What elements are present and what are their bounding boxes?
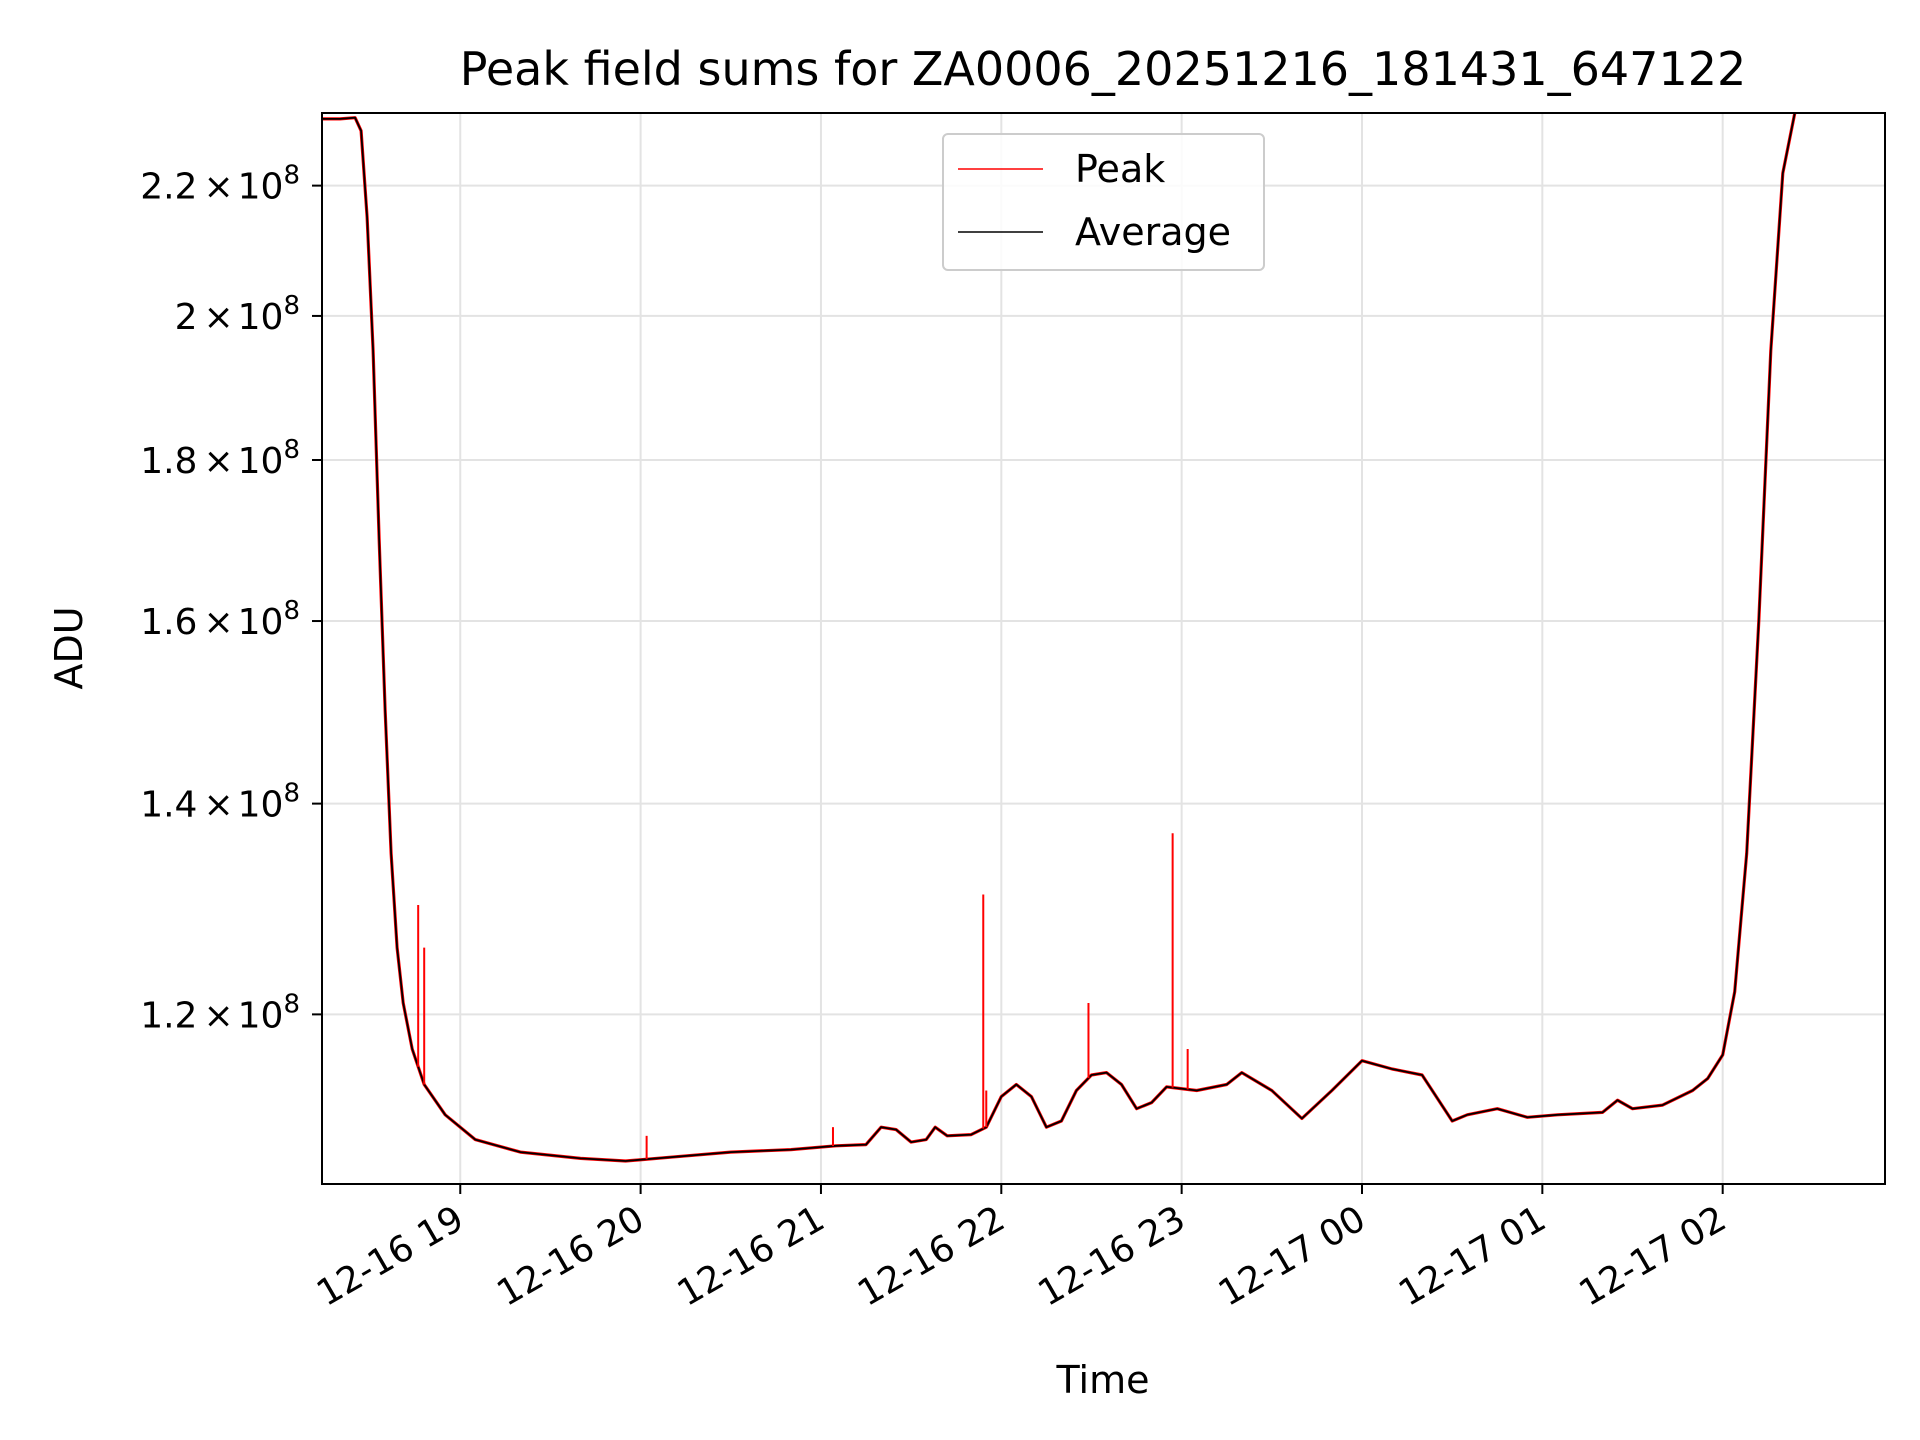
y-tick-label: 2 × 108 [175, 291, 300, 338]
legend-box [942, 133, 1265, 271]
legend-label-peak: Peak [1075, 147, 1165, 191]
legend: Peak Average [942, 133, 1265, 271]
y-tick-label: 1.6 × 108 [140, 596, 300, 643]
y-tick-label: 1.4 × 108 [140, 779, 300, 826]
plot-lines [322, 113, 1797, 1163]
legend-label-average: Average [1075, 210, 1231, 254]
y-axis-label: ADU [47, 606, 91, 689]
x-axis-label: Time [1056, 1358, 1150, 1402]
chart-title: Peak field sums for ZA0006_20251216_1814… [460, 42, 1747, 96]
y-tick-label: 1.8 × 108 [140, 435, 300, 482]
y-tick-label: 2.2 × 108 [140, 161, 300, 208]
plot-area-frame [321, 112, 1886, 1185]
y-tick-label: 1.2 × 108 [140, 989, 300, 1036]
y-axis: 1.2 × 108 1.4 × 108 1.6 × 108 1.8 × 108 2 × 108 2.2 × 108 [140, 161, 322, 1036]
